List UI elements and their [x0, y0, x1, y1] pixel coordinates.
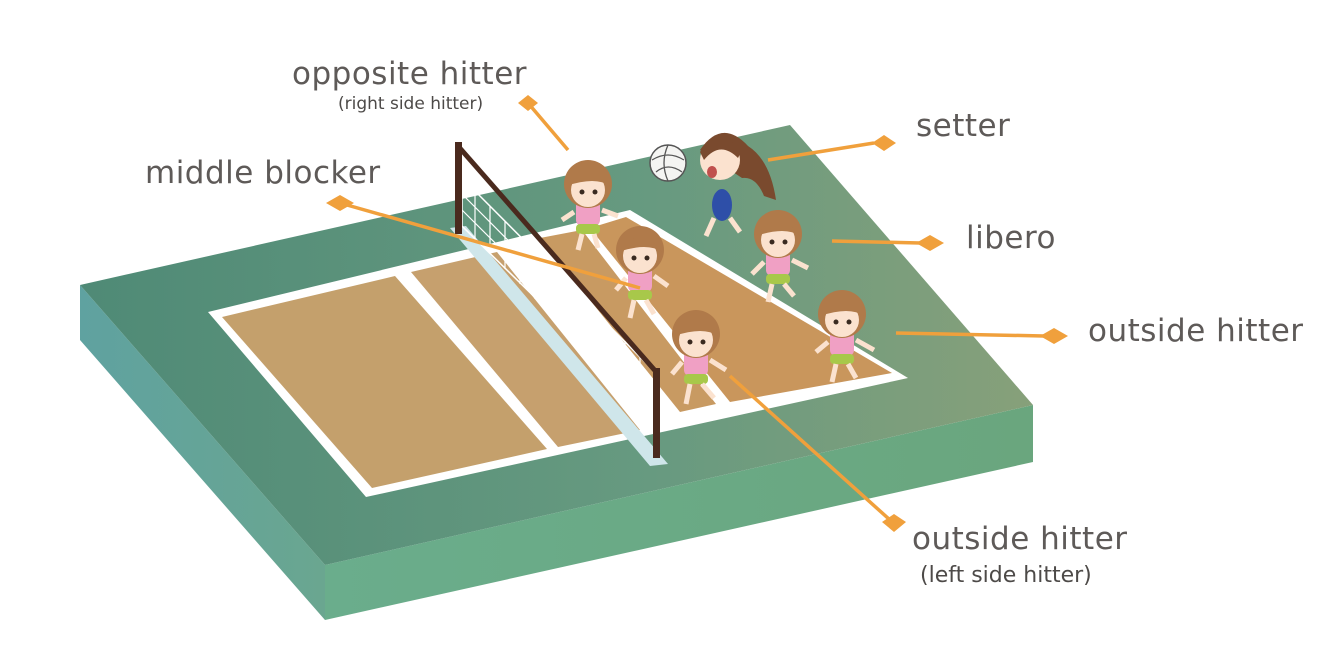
- court-base-front-side: [325, 405, 1033, 620]
- near-court-floor-front: [540, 230, 716, 412]
- volleyball-net: [455, 142, 660, 458]
- label-outside-hitter-right: outside hitter: [1088, 313, 1304, 349]
- label-setter: setter: [916, 108, 1011, 144]
- court-floor: [208, 210, 908, 497]
- leader-libero: [831, 235, 944, 251]
- label-libero: libero: [966, 220, 1057, 256]
- net-post-right: [653, 368, 660, 458]
- label-opposite-hitter: opposite hitter: [292, 56, 528, 92]
- label-opposite-hitter-sub: (right side hitter): [338, 94, 484, 114]
- player-libero-figure: [750, 210, 810, 303]
- player-outside-hitter-left-figure: [670, 310, 728, 405]
- label-middle-blocker: middle blocker: [145, 155, 381, 191]
- player-outside-hitter-right-figure: [814, 290, 876, 383]
- far-court-floor: [222, 276, 547, 488]
- court-base-left-side: [80, 285, 325, 620]
- net-post-left: [455, 142, 462, 234]
- setter-player-figure: [700, 132, 776, 238]
- label-outside-hitter-bottom-sub: (left side hitter): [920, 563, 1092, 588]
- near-court-floor-back: [590, 217, 892, 402]
- center-line: [450, 226, 668, 466]
- leader-lines: [326, 95, 1068, 532]
- leader-outside-hitter-right: [895, 328, 1068, 344]
- leader-outside-hitter-bottom: [728, 374, 906, 532]
- far-court-floor-attack: [411, 252, 640, 447]
- net-top-band: [456, 144, 660, 376]
- leader-middle-blocker: [326, 195, 641, 290]
- label-outside-hitter-bottom: outside hitter: [912, 521, 1128, 557]
- player-opposite-hitter-figure: [560, 160, 619, 251]
- leader-opposite-hitter: [518, 95, 570, 152]
- volleyball-ball: [649, 144, 687, 182]
- leader-setter: [767, 135, 896, 162]
